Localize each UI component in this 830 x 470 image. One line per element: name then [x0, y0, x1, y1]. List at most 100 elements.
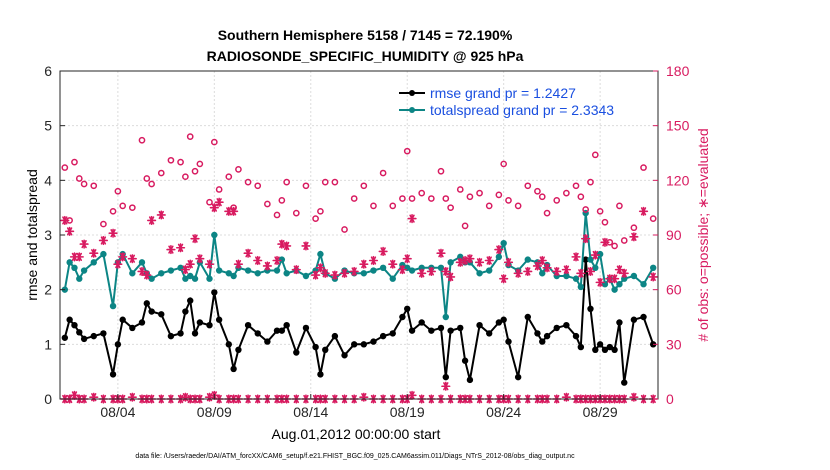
totalspread-point — [447, 259, 454, 266]
obs-zero-point — [561, 392, 571, 402]
rmse-point — [500, 316, 507, 323]
x-tick-label: 08/24 — [486, 404, 521, 420]
totalspread-point — [80, 267, 88, 274]
obs-possible-point — [461, 222, 469, 230]
obs-evaluated-point — [195, 254, 205, 264]
x-axis-ticks: 08/04 08/09 08/14 08/19 08/24 08/29 — [100, 394, 618, 420]
totalspread-point — [182, 275, 189, 282]
x-tick-label: 08/29 — [583, 404, 618, 420]
obs-evaluated-point — [460, 255, 470, 266]
totalspread-point — [649, 264, 657, 271]
obs-evaluated-point — [426, 266, 436, 277]
rmse-point — [211, 289, 218, 296]
obs-possible-point — [182, 173, 189, 181]
data-file-footer: data file: /Users/raeder/DAI/ATM_forcXX/… — [135, 453, 575, 460]
obs-evaluated-point — [262, 261, 272, 271]
rmse-point — [182, 308, 189, 315]
y-tick-left-label: 6 — [44, 63, 52, 79]
obs-possible-point — [596, 207, 604, 215]
obs-possible-point — [292, 209, 300, 217]
rmse-point — [505, 338, 512, 345]
rmse-point — [341, 352, 348, 359]
obs-possible-point — [456, 186, 464, 193]
totalspread-point — [317, 250, 324, 258]
y-tick-right-label: 90 — [666, 227, 682, 243]
obs-evaluated-point — [175, 243, 186, 253]
y-tick-right-label: 30 — [666, 336, 682, 352]
rmse-point — [264, 338, 271, 345]
obs-evaluated-point — [436, 248, 446, 258]
totalspread-point — [630, 272, 638, 280]
obs-possible-point — [321, 178, 329, 186]
rmse-point — [196, 319, 204, 326]
obs-evaluated-point — [576, 268, 586, 278]
right-axis-ticks: 0 30 60 90 120 150 180 — [653, 63, 690, 407]
totalspread-point — [66, 259, 73, 266]
obs-evaluated-point — [243, 248, 253, 258]
totalspread-point — [572, 275, 580, 282]
totalspread-point — [254, 270, 261, 277]
obs-possible-point — [616, 202, 623, 210]
rmse-point — [322, 346, 329, 353]
rmse-point — [587, 305, 594, 312]
totalspread-point — [389, 275, 396, 282]
obs-evaluated-point — [180, 265, 190, 275]
obs-evaluated-point — [147, 215, 157, 226]
totalspread-point — [244, 267, 252, 274]
obs-evaluated-point — [209, 203, 219, 213]
totalspread-point — [138, 259, 146, 266]
rmse-line — [63, 259, 655, 383]
legend-label-rmse: rmse grand pr = 1.2427 — [430, 85, 576, 101]
obs-possible-point — [466, 193, 474, 201]
obs-evaluated-point — [108, 228, 118, 238]
obs-possible-point — [331, 178, 339, 186]
rmse-point — [437, 324, 445, 332]
rmse-point — [76, 329, 83, 336]
obs-evaluated-point — [397, 265, 408, 275]
chart-subtitle: RADIOSONDE_SPECIFIC_HUMIDITY @ 925 hPa — [207, 48, 524, 64]
obs-possible-point — [447, 204, 454, 212]
rmse-point — [457, 324, 464, 332]
totalspread-point — [370, 267, 377, 274]
obs-evaluated-point — [98, 235, 109, 246]
obs-possible-point — [148, 180, 155, 188]
rmse-point — [495, 319, 503, 326]
obs-possible-point — [524, 182, 532, 190]
obs-evaluated-point — [118, 252, 128, 262]
obs-evaluated-point — [503, 257, 514, 267]
rmse-point — [90, 332, 97, 340]
obs-possible-point — [191, 167, 199, 175]
rmse-point — [563, 322, 570, 329]
x-tick-label: 08/14 — [293, 404, 328, 420]
obs-evaluated-point — [417, 268, 427, 278]
totalspread-point — [486, 267, 493, 274]
totalspread-point — [158, 270, 165, 277]
obs-evaluated-point — [282, 241, 292, 251]
rmse-point — [514, 373, 522, 381]
obs-possible-point — [138, 136, 146, 144]
rmse-point — [577, 343, 585, 351]
totalspread-point — [148, 275, 155, 282]
legend-label-totalspread: totalspread grand pr = 2.3343 — [430, 102, 614, 118]
rmse-point — [138, 319, 146, 326]
obs-evaluated-point — [484, 255, 494, 266]
obs-possible-point — [71, 158, 78, 166]
obs-evaluated-point — [638, 206, 649, 216]
obs-possible-point — [206, 198, 213, 206]
obs-evaluated-point — [253, 255, 263, 266]
obs-possible-point — [408, 195, 416, 202]
obs-possible-point — [587, 178, 594, 186]
totalspread-point — [71, 264, 78, 271]
obs-possible-point — [80, 180, 88, 188]
totalspread-point — [90, 259, 97, 266]
rmse-point — [466, 376, 474, 384]
rmse-point — [119, 316, 126, 323]
totalspread-point — [109, 302, 117, 310]
totalspread-point — [442, 313, 450, 321]
obs-possible-point — [283, 178, 291, 186]
rmse-point — [553, 324, 560, 332]
totalspread-point — [587, 256, 594, 263]
rmse-point — [235, 346, 242, 353]
totalspread-point — [616, 281, 623, 288]
rmse-point — [66, 316, 73, 323]
